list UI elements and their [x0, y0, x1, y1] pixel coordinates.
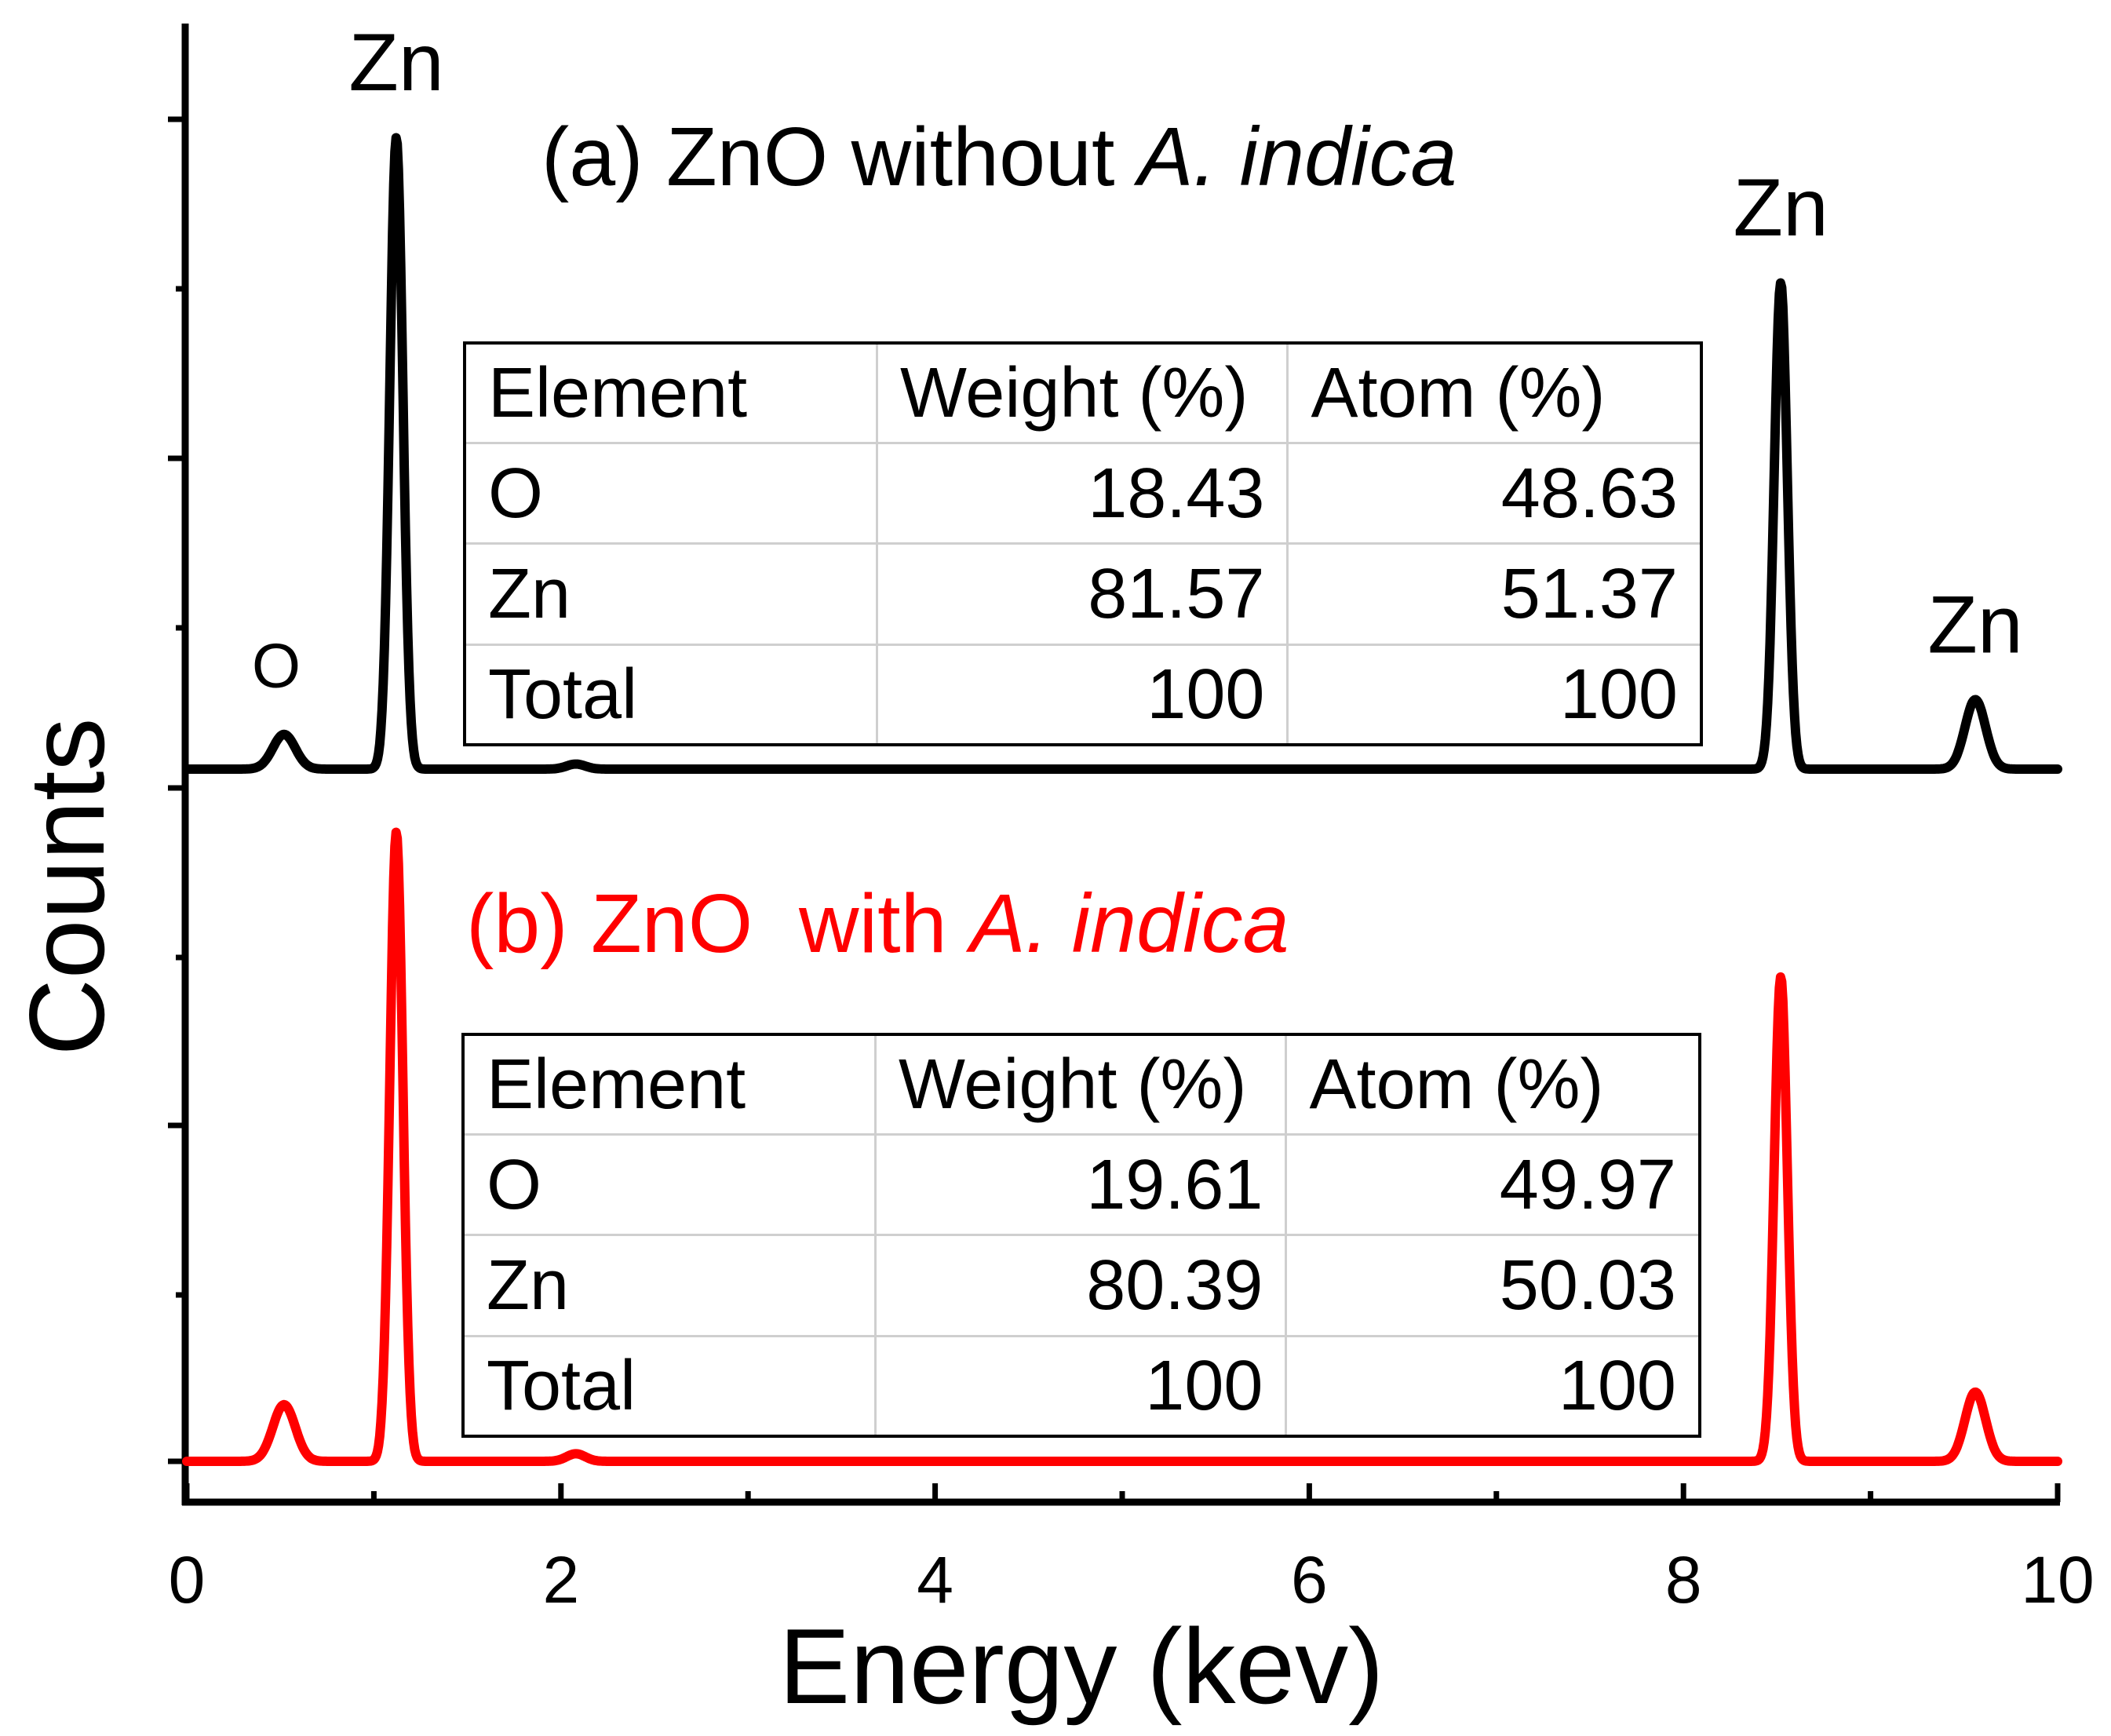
- table-cell: O: [466, 442, 878, 545]
- table-cell: 100: [875, 643, 1289, 743]
- table-cell: 49.97: [1285, 1133, 1698, 1237]
- series-line-b: [182, 827, 2062, 1466]
- table-header-cell: Atom (%): [1285, 1036, 1698, 1136]
- composition-table-b: Element Weight (%) Atom (%) O 19.61 49.9…: [461, 1033, 1701, 1438]
- x-axis-label: Energy (kev): [779, 1607, 1384, 1726]
- table-header-cell: Atom (%): [1286, 345, 1700, 445]
- x-tick-label: 10: [2021, 1543, 2094, 1617]
- table-header-cell: Element: [465, 1036, 877, 1136]
- table-cell: 18.43: [875, 442, 1289, 545]
- table-cell: 100: [873, 1334, 1288, 1435]
- table-row: Total 100 100: [466, 643, 1700, 743]
- x-axis-ticks: [184, 1483, 2061, 1502]
- table-cell: 100: [1286, 643, 1700, 743]
- x-tick-label: 6: [1291, 1543, 1328, 1617]
- x-tick-label: 2: [542, 1543, 579, 1617]
- table-cell: Total: [466, 643, 878, 743]
- table-cell: Total: [465, 1334, 877, 1435]
- table-header-row: Element Weight (%) Atom (%): [466, 345, 1700, 445]
- table-header-row: Element Weight (%) Atom (%): [465, 1036, 1698, 1136]
- table-row: Zn 80.39 50.03: [465, 1234, 1698, 1337]
- table-header-cell: Weight (%): [875, 345, 1289, 445]
- peak-label: Zn: [348, 17, 443, 108]
- series-line-a: [182, 133, 2062, 774]
- peak-label: Zn: [1733, 162, 1828, 253]
- series-b-title: (b) ZnO with A. indica: [466, 877, 1289, 970]
- table-row: O 18.43 48.63: [466, 442, 1700, 545]
- y-axis-label: Counts: [7, 718, 126, 1056]
- table-cell: 50.03: [1285, 1234, 1698, 1337]
- table-row: O 19.61 49.97: [465, 1133, 1698, 1237]
- x-tick-label: 8: [1665, 1543, 1702, 1617]
- series-a-title: (a) ZnO without A. indica: [541, 111, 1457, 203]
- table-cell: 80.39: [873, 1234, 1288, 1337]
- table-cell: O: [465, 1133, 877, 1237]
- peak-label: Zn: [1927, 579, 2022, 670]
- table-cell: 100: [1285, 1334, 1698, 1435]
- table-cell: 51.37: [1286, 542, 1700, 646]
- composition-table-a: Element Weight (%) Atom (%) O 18.43 48.6…: [463, 341, 1703, 746]
- table-header-cell: Element: [466, 345, 878, 445]
- peak-label: O: [252, 631, 301, 701]
- table-cell: Zn: [466, 542, 878, 646]
- x-tick-label: 0: [169, 1543, 206, 1617]
- table-cell: 19.61: [873, 1133, 1288, 1237]
- table-row: Total 100 100: [465, 1334, 1698, 1435]
- x-axis-tick-labels: 0 2 4 6 8 10: [169, 1543, 2095, 1617]
- table-cell: 81.57: [875, 542, 1289, 646]
- table-row: Zn 81.57 51.37: [466, 542, 1700, 646]
- x-tick-label: 4: [917, 1543, 953, 1617]
- table-header-cell: Weight (%): [873, 1036, 1288, 1136]
- table-cell: 48.63: [1286, 442, 1700, 545]
- table-cell: Zn: [465, 1234, 877, 1337]
